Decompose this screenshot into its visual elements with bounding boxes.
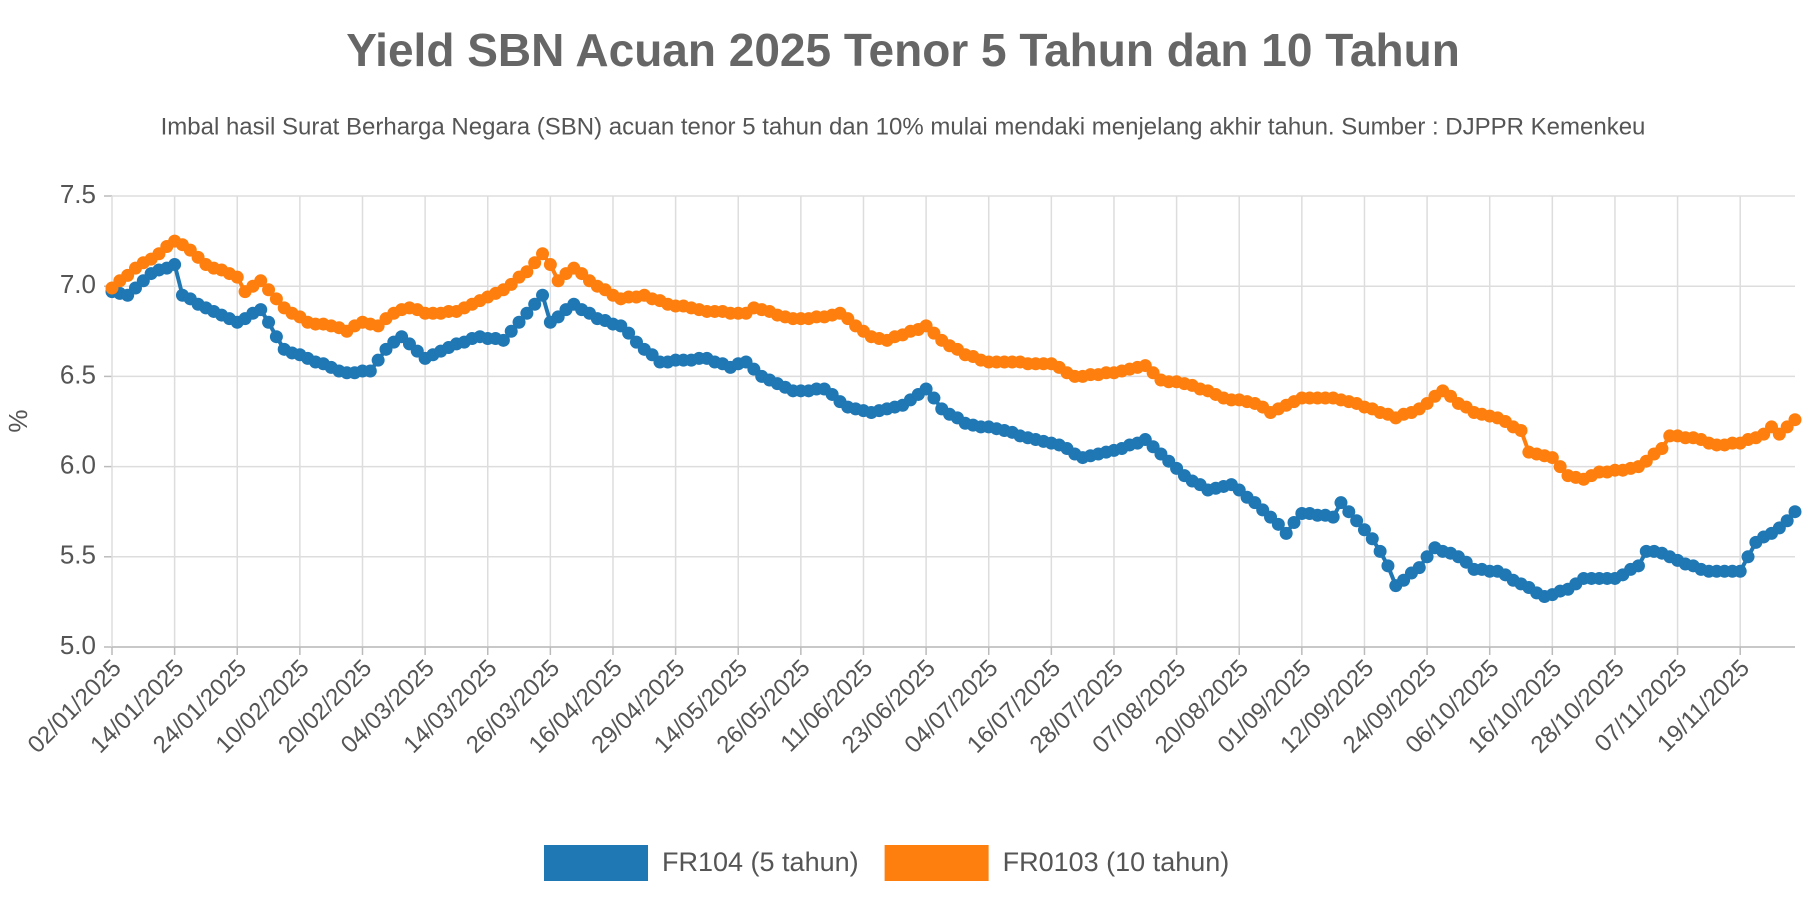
data-point: [1350, 514, 1364, 528]
y-tick-label: 7.5: [60, 179, 96, 209]
data-point: [622, 326, 636, 340]
y-tick-label: 5.0: [60, 630, 96, 660]
data-point: [1373, 544, 1387, 558]
legend-label: FR104 (5 tahun): [662, 847, 859, 877]
series-line: [110, 238, 1797, 482]
data-point: [1287, 516, 1301, 530]
data-point: [1631, 559, 1645, 573]
data-point: [528, 256, 542, 270]
data-point: [927, 391, 941, 405]
data-point: [363, 364, 377, 378]
y-tick-label: 5.5: [60, 540, 96, 570]
legend-label: FR0103 (10 tahun): [1003, 847, 1230, 877]
series-line: [111, 261, 1797, 599]
data-point: [1381, 559, 1395, 573]
data-point: [1780, 514, 1794, 528]
data-point: [254, 274, 268, 288]
legend-swatch: [884, 845, 989, 881]
data-point: [1412, 561, 1426, 575]
data-point: [520, 265, 534, 279]
data-point: [504, 324, 518, 338]
data-point: [1420, 550, 1434, 564]
data-point: [371, 353, 385, 367]
data-point: [1553, 460, 1567, 474]
data-point: [1365, 532, 1379, 546]
data-point: [1334, 496, 1348, 510]
data-point: [1733, 564, 1747, 578]
chart-title: Yield SBN Acuan 2025 Tenor 5 Tahun dan 1…: [346, 24, 1460, 76]
y-tick-label: 7.0: [60, 269, 96, 299]
data-point: [919, 382, 933, 396]
data-point: [1545, 451, 1559, 465]
data-point: [520, 306, 534, 320]
data-point: [512, 315, 526, 329]
data-point: [528, 297, 542, 311]
chart-subtitle: Imbal hasil Surat Berharga Negara (SBN) …: [161, 113, 1646, 140]
data-point: [1357, 523, 1371, 537]
data-point: [1741, 550, 1755, 564]
data-point: [1271, 517, 1285, 531]
y-axis-label: %: [3, 409, 33, 432]
data-point: [262, 283, 276, 297]
data-point: [168, 258, 182, 272]
data-point: [1342, 505, 1356, 519]
data-point: [269, 330, 283, 344]
y-tick-label: 6.0: [60, 449, 96, 479]
y-tick-label: 6.5: [60, 359, 96, 389]
data-point: [536, 288, 550, 302]
data-point: [536, 247, 550, 261]
data-point: [1788, 505, 1802, 519]
data-point: [269, 292, 283, 306]
data-point: [543, 258, 557, 272]
data-point: [1514, 424, 1528, 438]
data-point: [1788, 413, 1802, 427]
data-point: [254, 303, 268, 317]
data-point: [230, 270, 244, 284]
data-point: [496, 333, 510, 347]
data-point: [1655, 442, 1669, 456]
legend-swatch: [544, 845, 648, 881]
data-point: [262, 315, 276, 329]
data-point: [1279, 526, 1293, 540]
data-point: [1326, 510, 1340, 524]
